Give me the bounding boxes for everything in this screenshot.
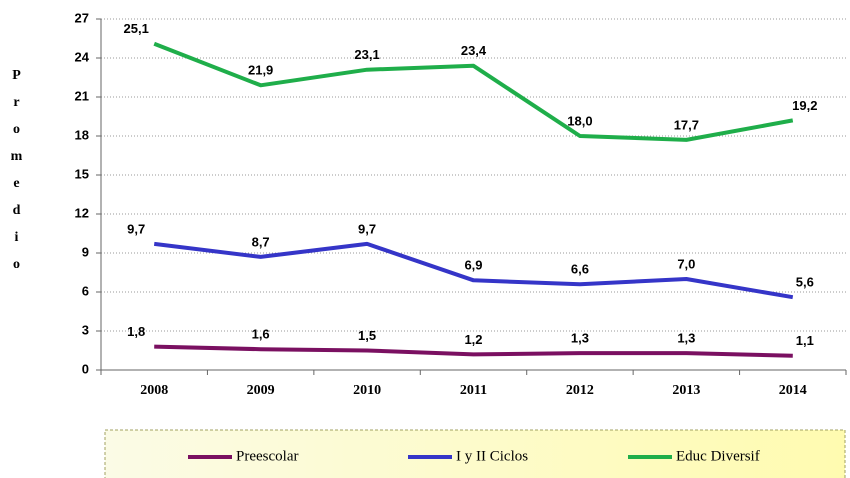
line xyxy=(154,344,793,358)
x-tick-label: 2011 xyxy=(460,383,487,398)
data-label: 1,6 xyxy=(252,327,270,342)
y-tick-label: 24 xyxy=(75,49,90,64)
y-tick-label: 0 xyxy=(82,361,89,376)
data-label: 1,5 xyxy=(358,328,376,343)
x-tick-label: 2008 xyxy=(140,383,168,398)
data-label: 25,1 xyxy=(124,21,149,36)
x-tick-label: 2010 xyxy=(353,383,381,398)
data-label: 6,6 xyxy=(571,262,589,277)
data-label: 8,7 xyxy=(252,234,270,249)
data-label: 1,8 xyxy=(127,324,145,339)
y-tick-label: 12 xyxy=(75,205,89,220)
y-tick-label: 21 xyxy=(75,88,89,103)
legend-label: I y II Ciclos xyxy=(456,448,528,464)
y-axis-label: Promedio xyxy=(9,68,24,284)
x-tick-label: 2014 xyxy=(779,383,807,398)
data-label: 6,9 xyxy=(464,258,482,273)
line xyxy=(153,241,794,300)
x-tick-label: 2012 xyxy=(566,383,594,398)
y-tick-label: 6 xyxy=(82,283,89,298)
x-tick-label: 2009 xyxy=(247,383,275,398)
data-label: 7,0 xyxy=(677,256,695,271)
data-label: 1,1 xyxy=(796,333,814,348)
data-label: 9,7 xyxy=(358,221,376,236)
data-label: 1,3 xyxy=(571,331,589,346)
y-tick-label: 3 xyxy=(82,322,89,337)
data-label: 5,6 xyxy=(796,275,814,290)
data-label: 1,2 xyxy=(464,332,482,347)
data-label: 21,9 xyxy=(248,63,273,78)
data-label: 18,0 xyxy=(567,113,592,128)
y-tick-label: 27 xyxy=(75,10,89,25)
data-label: 17,7 xyxy=(674,117,699,132)
data-label: 19,2 xyxy=(792,98,817,113)
y-tick-label: 15 xyxy=(75,166,89,181)
legend-label: Preescolar xyxy=(236,448,298,464)
line xyxy=(153,41,794,142)
legend-box xyxy=(104,429,846,478)
data-label: 1,3 xyxy=(677,331,695,346)
data-label: 23,4 xyxy=(461,43,487,58)
x-tick-label: 2013 xyxy=(672,383,700,398)
legend-label: Educ Diversif xyxy=(676,448,760,464)
data-label: 23,1 xyxy=(354,47,379,62)
data-label: 9,7 xyxy=(127,221,145,236)
y-tick-label: 9 xyxy=(82,244,89,259)
y-tick-label: 18 xyxy=(75,127,89,142)
